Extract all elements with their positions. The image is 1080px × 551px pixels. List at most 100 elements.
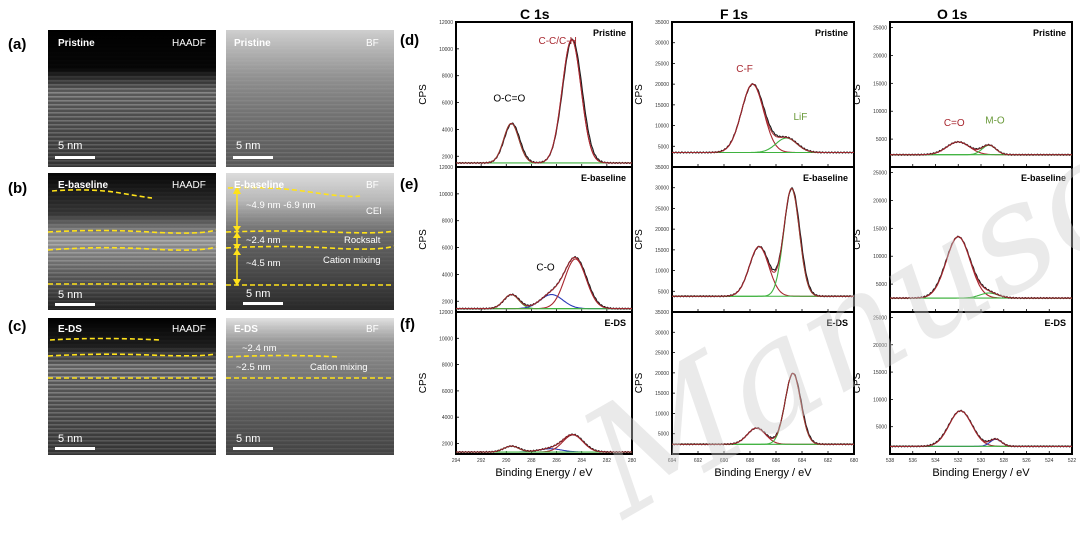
tem-b-haadf: [47, 173, 217, 310]
x-tick-label: 526: [1022, 458, 1031, 464]
peak-label: C-C/C-H: [538, 36, 576, 47]
measured-spectrum: [672, 82, 854, 154]
y-tick-label: 20000: [873, 53, 887, 59]
measured-spectrum: [456, 38, 632, 165]
y-tick-label: 6000: [442, 101, 453, 107]
measured-spectrum: [456, 433, 632, 454]
tem-b-right-scale-text: 5 nm: [246, 288, 271, 300]
y-tick-label: 35000: [655, 165, 669, 171]
xps-frame: [455, 311, 633, 455]
x-axis-label: Binding Energy / eV: [932, 467, 1030, 479]
fit-envelope: [672, 187, 854, 297]
peak-label: LiF: [793, 112, 807, 123]
sample-label: Pristine: [1033, 28, 1066, 38]
y-tick-label: 20000: [655, 82, 669, 88]
tem-b-left-scalebar: [55, 303, 95, 306]
tem-c-thickness-top: ~2.4 nm: [242, 343, 277, 354]
fit-peak-green: [672, 188, 854, 297]
tem-b-right-tag: E-baseline: [234, 180, 285, 191]
xps-frame: [671, 21, 855, 168]
y-tick-label: 5000: [658, 144, 669, 150]
fit-envelope: [890, 236, 1072, 299]
tem-a-left-scale-text: 5 nm: [58, 140, 83, 152]
y-tick-label: 20000: [873, 198, 887, 204]
x-tick-label: 538: [886, 458, 895, 464]
xps-frame: [889, 311, 1073, 455]
tem-c-right-tag: E-DS: [234, 324, 258, 335]
y-tick-label: 4000: [442, 127, 453, 133]
y-tick-label: 25000: [873, 171, 887, 177]
x-tick-label: 290: [502, 458, 511, 464]
x-tick-label: 280: [628, 458, 637, 464]
y-tick-label: 12000: [439, 310, 453, 316]
tem-b-bf: [225, 173, 395, 310]
panel-label-d: (d): [400, 32, 420, 49]
y-tick-label: 10000: [873, 254, 887, 260]
x-tick-label: 528: [1000, 458, 1009, 464]
tem-b-rocksalt-label: Rocksalt: [344, 235, 381, 246]
xps-frame: [889, 166, 1073, 313]
y-tick-label: 10000: [655, 269, 669, 275]
sample-label: E-baseline: [1021, 173, 1066, 183]
y-tick-label: 30000: [655, 330, 669, 336]
tem-a-right-mode: BF: [366, 38, 379, 49]
y-tick-label: 8000: [442, 74, 453, 80]
tem-b-right-scalebar: [243, 302, 283, 305]
xps-panel-e-0: 2000 4000 6000 8000 10000 12000 CPS E-baseline C…: [418, 165, 633, 313]
y-tick-label: 30000: [655, 41, 669, 47]
x-tick-label: 294: [452, 458, 461, 464]
tem-a-bf: [226, 30, 394, 167]
y-tick-label: 8000: [442, 219, 453, 225]
y-tick-label: 25000: [655, 206, 669, 212]
column-title-c1s: C 1s: [520, 6, 550, 22]
peak-label: O-C=O: [493, 93, 525, 104]
sample-label: E-baseline: [803, 173, 848, 183]
y-tick-label: 10000: [873, 397, 887, 403]
y-axis-label: CPS: [634, 372, 645, 393]
y-tick-label: 10000: [655, 124, 669, 130]
xps-frame: [671, 311, 855, 455]
y-tick-label: 5000: [876, 137, 887, 143]
xps-frame: [455, 166, 633, 313]
fit-envelope: [890, 141, 1072, 156]
y-axis-label: CPS: [418, 372, 429, 393]
x-tick-label: 532: [954, 458, 963, 464]
tem-c-right-scalebar: [233, 447, 273, 450]
tem-a-haadf: [48, 30, 216, 167]
y-tick-label: 20000: [873, 343, 887, 349]
y-tick-label: 10000: [873, 109, 887, 115]
fit-envelope: [456, 256, 632, 310]
x-tick-label: 680: [850, 458, 859, 464]
sample-label: E-DS: [604, 318, 626, 328]
y-tick-label: 5000: [658, 289, 669, 295]
tem-b-left-scale-text: 5 nm: [58, 289, 83, 301]
y-axis-label: CPS: [418, 229, 429, 250]
fit-peak-blue: [890, 438, 1072, 447]
fit-peak-green: [456, 122, 632, 164]
y-tick-label: 25000: [873, 26, 887, 32]
tem-b-thickness-cei: ~4.9 nm -6.9 nm: [246, 200, 316, 211]
y-tick-label: 12000: [439, 20, 453, 26]
x-tick-label: 684: [798, 458, 807, 464]
tem-c-bf: [226, 318, 394, 455]
tem-c-left-mode: HAADF: [172, 324, 206, 335]
y-tick-label: 25000: [655, 351, 669, 357]
sample-label: Pristine: [593, 28, 626, 38]
x-axis-label: Binding Energy / eV: [495, 467, 593, 479]
y-tick-label: 15000: [873, 226, 887, 232]
x-tick-label: 284: [578, 458, 587, 464]
x-tick-label: 690: [720, 458, 729, 464]
y-axis-label: CPS: [852, 372, 863, 393]
fit-peak-red: [672, 427, 854, 445]
y-tick-label: 5000: [876, 425, 887, 431]
x-tick-label: 682: [824, 458, 833, 464]
x-tick-label: 686: [772, 458, 781, 464]
measured-spectrum: [890, 235, 1072, 300]
tem-c-left-scale-text: 5 nm: [58, 433, 83, 445]
y-tick-label: 4000: [442, 415, 453, 421]
fit-envelope: [672, 372, 854, 445]
y-tick-label: 35000: [655, 20, 669, 26]
x-tick-label: 536: [909, 458, 918, 464]
y-tick-label: 10000: [655, 411, 669, 417]
x-tick-label: 688: [746, 458, 755, 464]
